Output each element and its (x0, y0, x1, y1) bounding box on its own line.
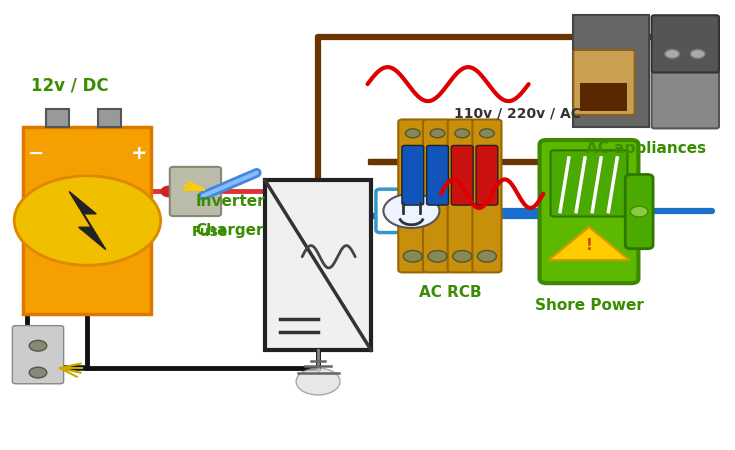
Circle shape (631, 206, 648, 217)
Circle shape (428, 251, 447, 262)
Polygon shape (549, 227, 629, 260)
Circle shape (29, 340, 47, 351)
FancyBboxPatch shape (12, 326, 64, 384)
FancyBboxPatch shape (376, 189, 447, 233)
Polygon shape (69, 191, 106, 250)
Circle shape (478, 251, 496, 262)
FancyBboxPatch shape (476, 145, 498, 205)
Text: AC RCB: AC RCB (418, 284, 481, 300)
Circle shape (664, 50, 679, 58)
Circle shape (480, 129, 494, 138)
Circle shape (690, 50, 705, 58)
Circle shape (430, 129, 445, 138)
Circle shape (14, 176, 161, 265)
FancyBboxPatch shape (398, 119, 427, 272)
Circle shape (406, 129, 420, 138)
Text: Fuse: Fuse (192, 225, 228, 239)
Bar (573, 15, 649, 126)
Text: Shore Power: Shore Power (534, 298, 643, 313)
Bar (24, 126, 151, 315)
FancyBboxPatch shape (652, 71, 719, 128)
FancyBboxPatch shape (625, 175, 653, 249)
Circle shape (161, 186, 179, 197)
Text: +: + (130, 144, 147, 163)
Text: 110v / 220v / AC: 110v / 220v / AC (454, 107, 581, 121)
Circle shape (455, 129, 470, 138)
Circle shape (384, 194, 440, 228)
FancyBboxPatch shape (573, 50, 635, 115)
FancyBboxPatch shape (473, 119, 501, 272)
Circle shape (296, 368, 340, 395)
Text: !: ! (586, 238, 592, 253)
Circle shape (29, 367, 47, 378)
Text: Inverter: Inverter (196, 194, 265, 209)
FancyBboxPatch shape (423, 119, 452, 272)
FancyBboxPatch shape (539, 140, 639, 283)
FancyBboxPatch shape (448, 119, 477, 272)
Bar (265, 180, 371, 350)
Bar (98, 109, 121, 126)
FancyBboxPatch shape (451, 145, 473, 205)
FancyBboxPatch shape (402, 145, 423, 205)
FancyBboxPatch shape (426, 145, 448, 205)
Circle shape (453, 251, 472, 262)
FancyBboxPatch shape (170, 167, 221, 216)
Bar (46, 109, 70, 126)
FancyBboxPatch shape (652, 15, 719, 72)
Text: 12v / DC: 12v / DC (31, 77, 108, 95)
Text: Charger: Charger (196, 223, 264, 238)
Circle shape (404, 251, 423, 262)
FancyBboxPatch shape (551, 150, 628, 216)
Bar (580, 83, 627, 111)
Text: AC appliances: AC appliances (586, 141, 706, 157)
Text: −: − (28, 144, 44, 163)
